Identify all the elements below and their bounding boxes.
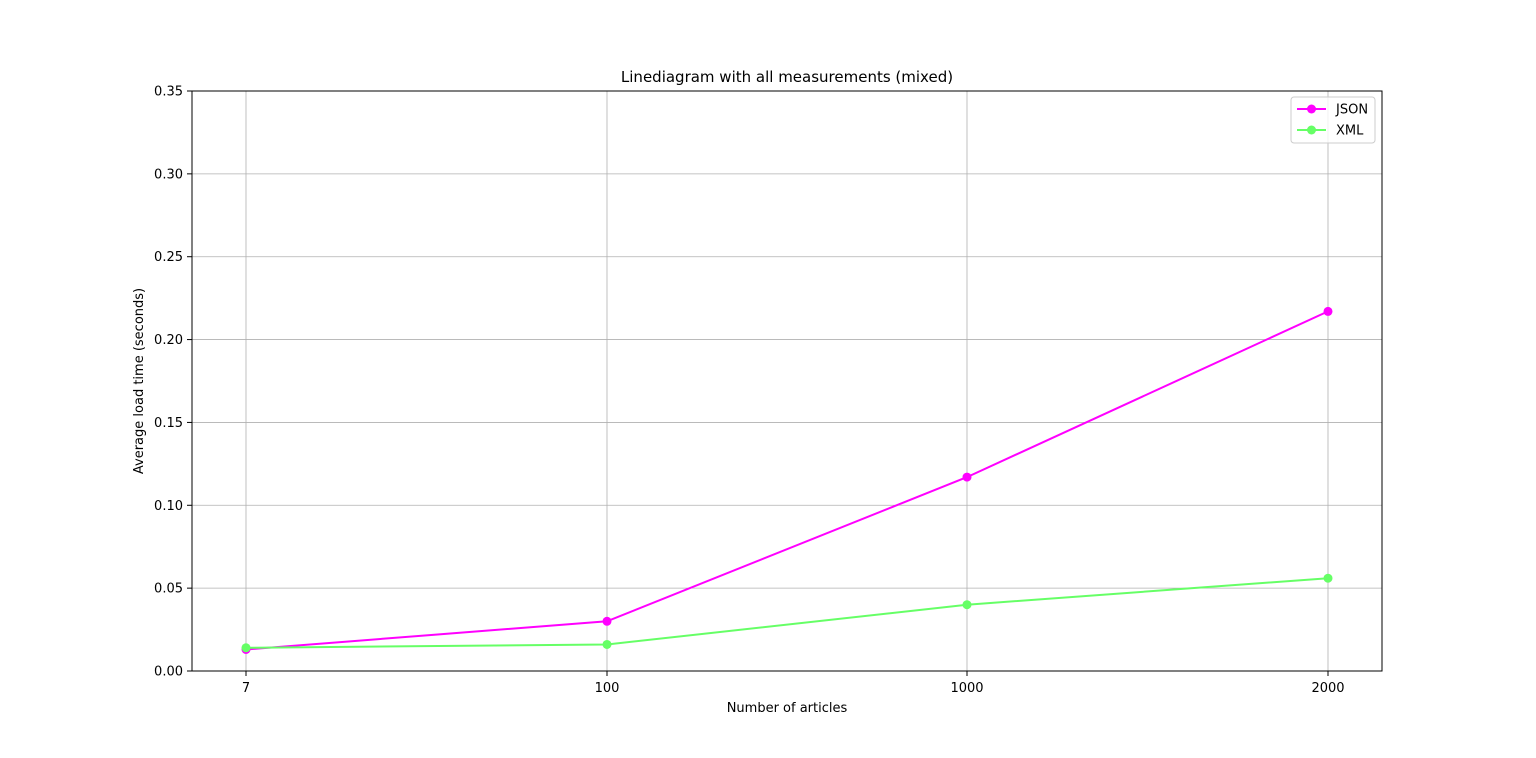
data-point-xml — [602, 639, 612, 649]
y-tick-label: 0.00 — [154, 665, 183, 680]
data-point-xml — [241, 643, 251, 653]
series-xml — [241, 573, 1333, 653]
legend-label: XML — [1336, 124, 1364, 139]
y-axis-title: Average load time (seconds) — [132, 288, 147, 474]
legend-swatch-marker — [1307, 104, 1316, 114]
data-point-xml — [962, 600, 972, 610]
data-point-xml — [1323, 573, 1333, 583]
grid-lines — [192, 90, 1382, 672]
legend: JSON XML — [1290, 96, 1376, 144]
x-tick-label: 7 — [242, 681, 250, 696]
data-point-json — [1323, 306, 1333, 316]
series-line-json — [245, 310, 1329, 651]
data-point-json — [602, 616, 612, 626]
legend-label: JSON — [1335, 103, 1368, 118]
legend-item-json: JSON — [1297, 103, 1368, 118]
x-axis-title: Number of articles — [727, 701, 848, 716]
x-tick-label: 2000 — [1311, 681, 1344, 696]
y-tick-label: 0.20 — [154, 333, 183, 348]
series-json — [241, 306, 1333, 654]
x-tick-label: 100 — [595, 681, 620, 696]
y-tick-label: 0.35 — [154, 85, 183, 100]
y-tick-label: 0.15 — [154, 416, 183, 431]
data-point-json — [962, 472, 972, 482]
axis-ticks: 7 100 1000 2000 0.00 0.05 0.10 0.15 0.20 0.25 0.30… — [154, 85, 1345, 697]
x-tick-label: 1000 — [950, 681, 983, 696]
chart-title: Linediagram with all measurements (mixed… — [621, 68, 953, 86]
series-layer — [241, 306, 1333, 654]
series-line-xml — [245, 577, 1329, 649]
y-tick-label: 0.05 — [154, 582, 183, 597]
y-tick-label: 0.10 — [154, 499, 183, 514]
y-tick-label: 0.25 — [154, 250, 183, 265]
y-tick-label: 0.30 — [154, 167, 183, 182]
legend-item-xml: XML — [1297, 124, 1364, 139]
legend-swatch-marker — [1307, 125, 1316, 135]
plot-frame — [191, 90, 1383, 672]
